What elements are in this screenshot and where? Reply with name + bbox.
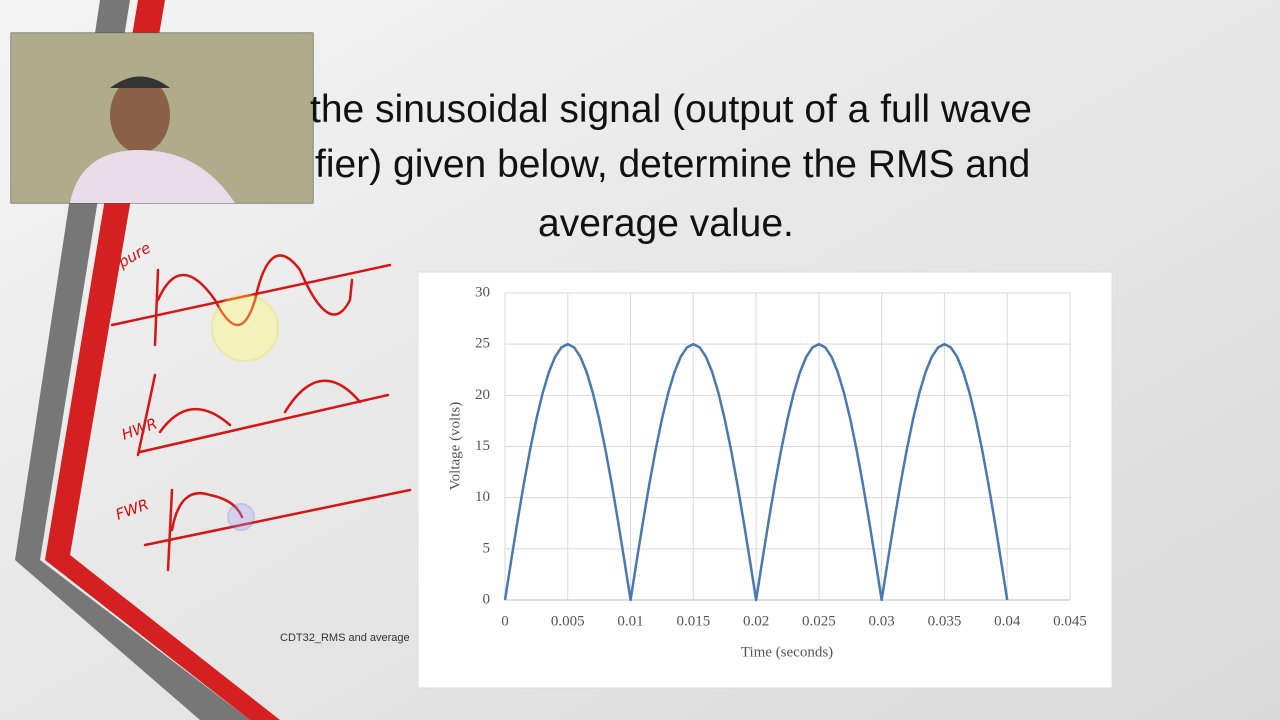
shirt xyxy=(70,150,235,203)
x-tick-label: 0.025 xyxy=(802,613,836,629)
data-line xyxy=(503,342,1009,602)
x-axis-label: Time (seconds) xyxy=(741,644,833,660)
y-tick-label: 25 xyxy=(475,336,490,352)
y-tick-label: 0 xyxy=(483,591,491,607)
x-tick-label: 0.045 xyxy=(1053,613,1087,629)
x-tick-label: 0.02 xyxy=(743,613,769,629)
highlight-circle xyxy=(211,294,279,362)
sketch-hwr xyxy=(136,373,390,457)
face xyxy=(110,77,170,153)
slide-footer: CDT32_RMS and average xyxy=(280,632,410,644)
sketch-fwr xyxy=(143,488,412,572)
y-tick-label: 15 xyxy=(475,438,490,454)
x-tick-label: 0.005 xyxy=(551,613,585,629)
x-tick-label: 0 xyxy=(501,613,509,629)
y-tick-label: 10 xyxy=(475,489,490,505)
red-stripe xyxy=(45,0,280,720)
x-tick-label: 0.015 xyxy=(676,613,710,629)
slide-title-line: average value. xyxy=(538,202,794,245)
plot: 0 5 10 15 20 25 30 0 0.005 0.01 0.015 0.02 0.025 0.03… xyxy=(475,284,1087,629)
webcam xyxy=(10,32,314,204)
highlight-circle xyxy=(227,503,255,531)
sketch-pure xyxy=(110,254,392,347)
x-tick-label: 0.01 xyxy=(617,613,643,629)
x-tick-label: 0.03 xyxy=(869,613,895,629)
x-tick-label: 0.035 xyxy=(928,613,962,629)
slide-title-line: the sinusoidal signal (output of a full … xyxy=(310,88,1032,131)
y-tick-label: 5 xyxy=(483,540,491,556)
slide-title-line: fier) given below, determine the RMS and xyxy=(315,143,1030,186)
x-tick-label: 0.04 xyxy=(994,613,1021,629)
y-tick-label: 20 xyxy=(475,387,490,403)
hair xyxy=(110,76,170,88)
y-tick-label: 30 xyxy=(475,284,490,300)
y-axis-label: Voltage (volts) xyxy=(447,402,463,490)
chart-area xyxy=(417,271,1113,689)
